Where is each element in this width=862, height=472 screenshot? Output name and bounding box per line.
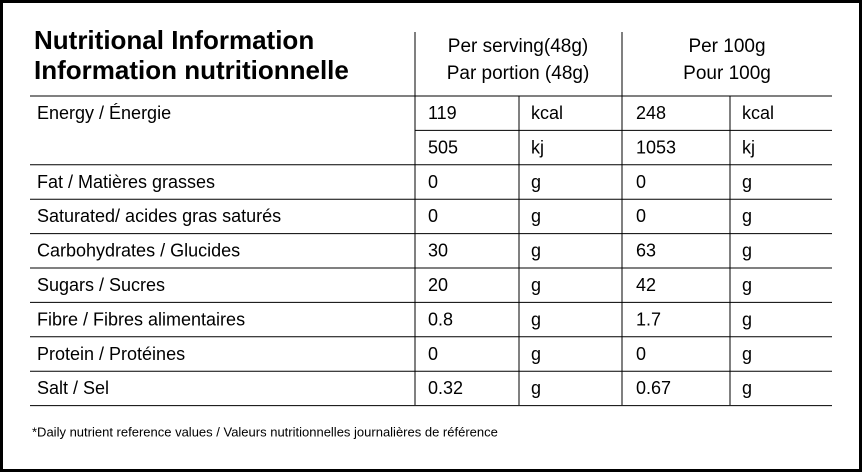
cell: kj bbox=[742, 137, 755, 157]
cell: kcal bbox=[742, 103, 774, 123]
cell: 42 bbox=[636, 275, 656, 295]
cell: g bbox=[742, 275, 752, 295]
row-label: Saturated/ acides gras saturés bbox=[37, 206, 281, 226]
cell: 505 bbox=[428, 137, 458, 157]
cell: g bbox=[531, 344, 541, 364]
cell: 0 bbox=[428, 344, 438, 364]
cell: g bbox=[742, 241, 752, 261]
cell: kj bbox=[531, 137, 544, 157]
cell: 0.67 bbox=[636, 378, 671, 398]
cell: g bbox=[742, 206, 752, 226]
cell: 119 bbox=[428, 103, 457, 123]
title: Nutritional Information bbox=[34, 25, 314, 55]
row-label: Carbohydrates / Glucides bbox=[37, 241, 240, 261]
cell: 0 bbox=[636, 344, 646, 364]
title: Information nutritionnelle bbox=[34, 55, 349, 85]
row-label: Protein / Protéines bbox=[37, 344, 185, 364]
cell: g bbox=[742, 172, 752, 192]
row-label: Energy / Énergie bbox=[37, 103, 171, 123]
cell: 0 bbox=[636, 206, 646, 226]
cell: g bbox=[531, 241, 541, 261]
column-header: Per serving(48g) bbox=[448, 36, 588, 57]
column-header: Pour 100g bbox=[683, 63, 771, 84]
cell: 30 bbox=[428, 241, 448, 261]
cell: 0 bbox=[428, 206, 438, 226]
cell: g bbox=[531, 172, 541, 192]
cell: 0.32 bbox=[428, 378, 463, 398]
row-label: Salt / Sel bbox=[37, 378, 109, 398]
cell: 0.8 bbox=[428, 309, 453, 329]
cell: g bbox=[531, 378, 541, 398]
cell: kcal bbox=[531, 103, 563, 123]
cell: 63 bbox=[636, 241, 656, 261]
cell: g bbox=[531, 275, 541, 295]
cell: g bbox=[742, 378, 752, 398]
cell: g bbox=[742, 344, 752, 364]
cell: g bbox=[531, 206, 541, 226]
cell: 20 bbox=[428, 275, 448, 295]
cell: 0 bbox=[636, 172, 646, 192]
cell: g bbox=[742, 309, 752, 329]
cell: 1053 bbox=[636, 137, 676, 157]
row-label: Fibre / Fibres alimentaires bbox=[37, 309, 245, 329]
cell: 1.7 bbox=[636, 309, 661, 329]
cell: 248 bbox=[636, 103, 666, 123]
row-label: Sugars / Sucres bbox=[37, 275, 165, 295]
footnote: *Daily nutrient reference values / Valeu… bbox=[32, 424, 498, 439]
cell: 0 bbox=[428, 172, 438, 192]
cell: g bbox=[531, 309, 541, 329]
column-header: Per 100g bbox=[688, 36, 765, 57]
column-header: Par portion (48g) bbox=[447, 63, 590, 84]
row-label: Fat / Matières grasses bbox=[37, 172, 215, 192]
